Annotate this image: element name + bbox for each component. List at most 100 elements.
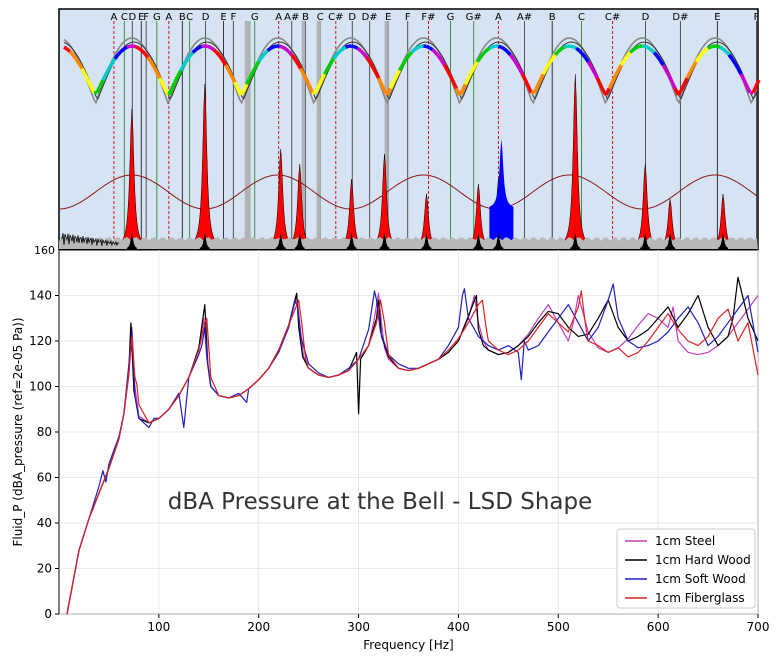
rainbow-segment	[271, 47, 274, 49]
note-label: E	[385, 12, 391, 23]
rainbow-segment	[115, 55, 118, 59]
note-label: E	[220, 12, 226, 23]
y-tick-label: 20	[37, 562, 52, 576]
rainbow-segment	[510, 55, 513, 59]
rainbow-segment	[337, 51, 340, 54]
rainbow-segment	[208, 46, 211, 47]
rainbow-segment	[265, 51, 268, 54]
rainbow-segment	[343, 47, 346, 49]
rainbow-segment	[657, 56, 660, 60]
rainbow-segment	[723, 49, 726, 52]
rainbow-segment	[280, 46, 283, 47]
rainbow-segment	[217, 53, 220, 57]
x-axis-label: Frequency [Hz]	[363, 638, 454, 652]
rainbow-segment	[651, 50, 654, 53]
rainbow-segment	[139, 48, 142, 50]
rainbow-segment	[501, 47, 504, 49]
note-label: G	[447, 12, 455, 23]
rainbow-segment	[406, 56, 409, 60]
rainbow-segment	[435, 53, 438, 57]
rainbow-segment	[720, 47, 723, 49]
grey-noise	[59, 237, 758, 249]
rainbow-segment	[417, 46, 420, 47]
rainbow-segment	[576, 48, 579, 50]
rainbow-segment	[292, 55, 295, 59]
rainbow-segment	[211, 48, 214, 50]
rainbow-segment	[699, 54, 702, 58]
x-tick-label: 300	[347, 620, 370, 634]
rainbow-segment	[702, 51, 705, 54]
y-tick-label: 0	[44, 607, 52, 621]
note-label: A	[110, 12, 117, 23]
rainbow-segment	[579, 51, 582, 54]
rainbow-segment	[558, 49, 561, 52]
note-label: C	[186, 12, 193, 23]
rainbow-segment	[708, 47, 711, 49]
rainbow-segment	[121, 49, 124, 52]
y-tick-label: 80	[37, 425, 52, 439]
note-label: F	[754, 12, 760, 23]
rainbow-segment	[148, 57, 151, 61]
rainbow-segment	[145, 54, 148, 58]
rainbow-segment	[492, 46, 495, 47]
rainbow-segment	[361, 51, 364, 54]
note-label: C#	[328, 12, 343, 23]
note-label: F#	[421, 12, 435, 23]
legend-label: 1cm Soft Wood	[655, 572, 746, 586]
note-label: G	[251, 12, 259, 23]
note-label: B	[179, 12, 186, 23]
rainbow-segment	[624, 56, 627, 60]
chart-title: dBA Pressure at the Bell - LSD Shape	[168, 489, 593, 515]
y-axis-label: Fluid_P (dBA_pressure (ref=2e-05 Pa))	[11, 317, 25, 546]
legend-label: 1cm Hard Wood	[655, 553, 751, 567]
note-label: G#	[466, 12, 482, 23]
rainbow-segment	[459, 91, 462, 95]
note-label: D	[642, 12, 650, 23]
note-label: D#	[672, 12, 688, 23]
y-tick-label: 140	[29, 289, 52, 303]
rainbow-segment	[220, 56, 223, 60]
rainbow-segment	[630, 50, 633, 53]
note-label: F	[143, 12, 149, 23]
rainbow-segment	[489, 47, 492, 49]
note-label: C	[121, 12, 128, 23]
x-tick-label: 700	[747, 620, 770, 634]
note-label: D	[348, 12, 356, 23]
note-label: A	[165, 12, 172, 23]
rainbow-segment	[411, 50, 414, 53]
rainbow-segment	[133, 46, 136, 47]
rainbow-segment	[483, 51, 486, 54]
rainbow-segment	[552, 55, 555, 59]
rainbow-segment	[346, 46, 349, 47]
note-label: A	[495, 12, 502, 23]
note-label: A#	[284, 12, 299, 23]
rainbow-segment	[648, 48, 651, 50]
rainbow-segment	[409, 53, 412, 57]
rainbow-segment	[507, 51, 510, 54]
rainbow-segment	[564, 46, 567, 47]
rainbow-segment	[274, 46, 277, 47]
rainbow-segment	[654, 53, 657, 57]
rainbow-segment	[286, 49, 289, 52]
rainbow-segment	[726, 51, 729, 54]
rainbow-segment	[199, 46, 202, 47]
note-label: C#	[605, 12, 620, 23]
rainbow-segment	[268, 48, 271, 50]
note-label: A#	[517, 12, 532, 23]
note-label: B	[302, 12, 309, 23]
rainbow-segment	[334, 55, 337, 59]
note-label: D#	[362, 12, 378, 23]
rainbow-segment	[118, 51, 121, 54]
x-tick-label: 400	[447, 620, 470, 634]
rainbow-segment	[127, 46, 130, 47]
rainbow-segment	[555, 51, 558, 54]
grey-band	[317, 21, 321, 249]
rainbow-segment	[262, 54, 265, 58]
rainbow-segment	[561, 47, 564, 49]
note-label: E	[714, 12, 720, 23]
note-label: C	[578, 12, 585, 23]
top-axis-label: 160	[34, 244, 55, 257]
